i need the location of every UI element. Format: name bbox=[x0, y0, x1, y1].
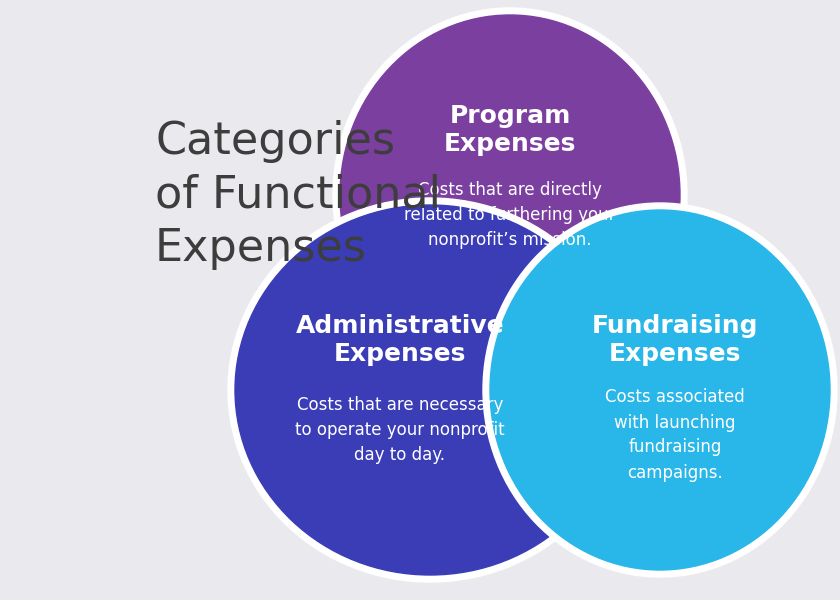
Ellipse shape bbox=[340, 15, 680, 375]
Text: Program
Expenses: Program Expenses bbox=[444, 104, 576, 156]
Ellipse shape bbox=[228, 198, 632, 582]
Ellipse shape bbox=[490, 210, 830, 570]
Text: Categories
of Functional
Expenses: Categories of Functional Expenses bbox=[155, 120, 441, 269]
Text: Costs that are necessary
to operate your nonprofit
day to day.: Costs that are necessary to operate your… bbox=[295, 396, 505, 464]
Text: Fundraising
Expenses: Fundraising Expenses bbox=[591, 314, 759, 366]
Ellipse shape bbox=[333, 8, 687, 382]
Text: Costs associated
with launching
fundraising
campaigns.: Costs associated with launching fundrais… bbox=[605, 389, 745, 481]
Ellipse shape bbox=[235, 205, 625, 575]
Ellipse shape bbox=[483, 203, 837, 577]
Text: Administrative
Expenses: Administrative Expenses bbox=[296, 314, 504, 366]
Text: Costs that are directly
related to furthering your
nonprofit’s mission.: Costs that are directly related to furth… bbox=[404, 181, 616, 249]
